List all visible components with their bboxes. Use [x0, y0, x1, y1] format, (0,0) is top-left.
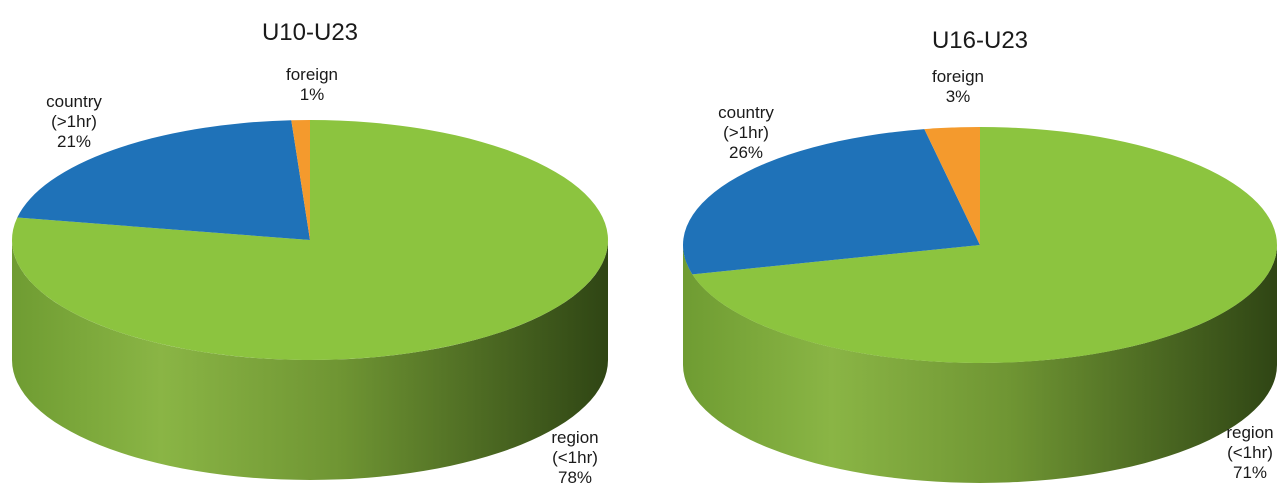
pie-chart-2: U16-U23 region (<1hr) 71% country (>1hr) 26% fo…	[683, 27, 1278, 483]
slice-label-country: country (>1hr) 21%	[46, 92, 102, 151]
slice-label-country: country (>1hr) 26%	[718, 103, 774, 162]
pie-slice-foreign	[924, 127, 980, 245]
slice-label-region: region (<1hr) 71%	[1226, 423, 1273, 482]
pie-side-wall	[683, 245, 1277, 483]
slice-label-region: region (<1hr) 78%	[551, 428, 598, 487]
pie-slice-country	[683, 129, 980, 275]
chart-title: U16-U23	[932, 27, 1028, 54]
pie-slice-region	[11, 120, 608, 360]
pie-slice-country	[17, 120, 310, 240]
slice-label-foreign: foreign 3%	[932, 67, 984, 106]
pie-chart-1: U10-U23 region (<1hr) 78% country (>1hr) 21% fo…	[11, 19, 608, 487]
pie-side-wall	[12, 240, 608, 480]
slice-label-foreign: foreign 1%	[286, 65, 338, 104]
pie-slice-region	[692, 127, 1278, 363]
chart-title: U10-U23	[262, 19, 358, 46]
pie-slice-foreign	[291, 120, 310, 240]
